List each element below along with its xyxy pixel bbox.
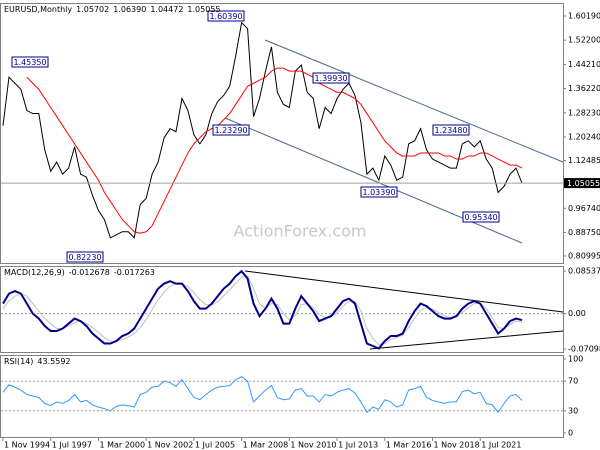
x-tick-label: 1 Nov 2002 (147, 441, 193, 450)
price-label-box (312, 72, 350, 84)
y-tick-label: 1.28230 (568, 108, 600, 117)
y-tick-label: 1.12485 (568, 156, 600, 165)
y-tick-label: 0.085379 (568, 267, 600, 276)
macd-panel (0, 266, 564, 353)
header-value: RSI(14) (4, 357, 33, 366)
price-label-box (462, 211, 500, 223)
x-tick-label: 1 Jul 2021 (481, 441, 521, 450)
x-tick-label: 1 Nov 1994 (4, 441, 50, 450)
y-tick-label: 30 (568, 406, 578, 415)
price-label: 1.39930 (314, 74, 347, 83)
price-label: 1.03390 (362, 188, 395, 197)
header-value: MACD(12,26,9) (4, 268, 65, 277)
header-value: 1.06390 (113, 5, 146, 14)
price-label: 1.60390 (209, 12, 242, 21)
x-tick-label: 1 Jul 1997 (52, 441, 92, 450)
panel-header: EURUSD,Monthly 1.05702 1.06390 1.04472 1.050… (4, 5, 221, 14)
price-label-box (207, 10, 245, 22)
header-value: 1.05702 (76, 5, 109, 14)
x-tick-label: 1 Nov 2010 (290, 441, 336, 450)
price-label: 1.45350 (13, 58, 46, 67)
rsi-panel (0, 355, 564, 438)
header-value: -0.012678 (69, 268, 110, 277)
header-value: 43.5592 (37, 357, 70, 366)
panel-header: RSI(14) 43.5592 (4, 357, 71, 366)
watermark: ActionForex.com (233, 222, 366, 241)
header-value: -0.017263 (114, 268, 155, 277)
x-tick-label: 1 Nov 2018 (434, 441, 480, 450)
last-price-box (564, 178, 600, 189)
price-label: 1.23480 (434, 126, 467, 135)
y-tick-label: 1.60190 (568, 12, 600, 21)
panel-header: MACD(12,26,9) -0.012678 -0.017263 (4, 268, 155, 277)
y-tick-label: 0 (568, 429, 573, 438)
price-label: 1.23290 (214, 126, 247, 135)
header-value: 1.05055 (187, 5, 220, 14)
header-value: 1.04472 (150, 5, 183, 14)
price-panel (0, 3, 564, 264)
y-tick-label: 0.88750 (568, 228, 600, 237)
x-tick-label: 1 Mar 2000 (99, 441, 145, 450)
y-tick-label: 1.52200 (568, 36, 600, 45)
y-tick-label: 1.20240 (568, 133, 600, 142)
x-tick-label: 1 Mar 2016 (386, 441, 432, 450)
series-line (2, 376, 523, 414)
macd-trendline (369, 330, 564, 350)
price-label-box (360, 186, 398, 198)
x-tick-label: 1 Jul 2005 (195, 441, 235, 450)
last-price-label: 1.05055 (567, 179, 600, 188)
price-label-box (212, 124, 250, 136)
series-line (2, 21, 523, 239)
price-label: 0.82230 (68, 253, 101, 262)
y-tick-label: 0.00 (568, 309, 586, 318)
channel-upper (264, 39, 564, 163)
series-line (2, 275, 523, 346)
price-label-box (11, 56, 49, 68)
y-tick-label: 0.96740 (568, 204, 600, 213)
series-line (26, 67, 523, 234)
y-tick-label: -0.070989 (568, 345, 600, 354)
y-tick-label: 70 (568, 377, 578, 386)
y-tick-label: 0.80995 (568, 252, 600, 261)
x-tick-label: 1 Mar 2008 (243, 441, 289, 450)
x-tick-label: 1 Jul 2013 (338, 441, 378, 450)
y-tick-label: 1.44210 (568, 60, 600, 69)
price-label-box (432, 124, 470, 136)
price-label: 0.95340 (464, 213, 497, 222)
header-value: EURUSD,Monthly (4, 5, 72, 14)
price-label-box (66, 251, 104, 263)
y-tick-label: 100 (568, 355, 583, 364)
series-line (2, 269, 523, 350)
y-tick-label: 1.36220 (568, 84, 600, 93)
macd-trendline (244, 270, 564, 313)
